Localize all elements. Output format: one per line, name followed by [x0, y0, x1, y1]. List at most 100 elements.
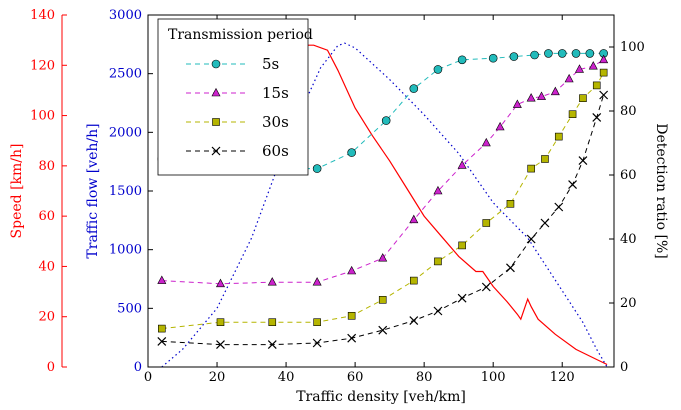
series-30s-point: [313, 318, 321, 327]
series-15s-point: [457, 160, 467, 169]
series-60s-point-stroke: [347, 333, 357, 343]
series-15s-point: [409, 214, 419, 224]
series-60s-point-stroke: [216, 340, 225, 350]
speed-tick-label: 40: [38, 259, 55, 274]
series-5s-point: [557, 49, 567, 58]
x-tick-label: 120: [550, 370, 575, 385]
series-30s-point: [527, 164, 535, 173]
series-60s-point-stroke: [568, 180, 578, 190]
series-60s-point-stroke: [378, 325, 388, 335]
series-5s-line: [161, 52, 604, 170]
series-15s-point: [347, 265, 357, 275]
legend-5s-label: 5s: [262, 55, 279, 73]
series-30s-point: [592, 81, 601, 90]
series-30s-point: [599, 68, 608, 77]
legend-60s-label: 60s: [262, 142, 289, 160]
series-15s-point: [481, 137, 491, 147]
series-60s-point: [409, 316, 419, 326]
plot-axes: 0 20 40 60 80 100 120 Traffic density [veh/km] 0…: [9, 8, 669, 405]
series-60s-point: [457, 293, 467, 303]
series-60s-point-stroke: [481, 282, 491, 292]
x-tick-label: 100: [481, 370, 506, 385]
series-15s-point: [495, 121, 505, 131]
series-60s-point: [506, 263, 515, 273]
series-30s-point: [216, 318, 225, 327]
series-60s-point: [526, 234, 536, 244]
speed-axis-label: Speed [km/h]: [9, 144, 25, 239]
speed-tick-label: 0: [47, 360, 55, 375]
series-60s-point-stroke: [312, 338, 322, 348]
series-15s-point: [550, 86, 560, 96]
x-tick-label: 0: [144, 370, 152, 385]
series-15s-point: [512, 99, 522, 108]
speed-tick-label: 100: [30, 109, 55, 124]
series-60s-point: [312, 338, 322, 348]
series-60s-point: [540, 218, 550, 228]
detection-tick-label: 40: [620, 232, 637, 247]
x-tick-label: 60: [347, 370, 364, 385]
speed-tick-label: 140: [30, 8, 55, 23]
plot-series: [157, 42, 609, 367]
legend-15s-marker: [211, 87, 221, 97]
series-15s-point: [537, 91, 547, 100]
series-30s-point: [378, 295, 387, 304]
x-tick-label: 20: [209, 370, 226, 385]
legend-box: [157, 18, 309, 176]
series-60s-point: [599, 90, 609, 100]
series-30s-point: [347, 311, 356, 320]
series-60s-point-stroke: [457, 293, 467, 303]
series-15s-point: [526, 93, 536, 102]
series-15s-point: [312, 277, 322, 286]
series-15s-point: [215, 278, 225, 288]
series-30s-point: [506, 200, 515, 208]
series-15s-point: [378, 253, 388, 262]
series-60s-point: [157, 336, 167, 346]
series-60s-point: [578, 156, 588, 166]
series-15s-point: [564, 73, 574, 83]
flow-tick-label: 2000: [109, 125, 142, 140]
legend-30s-label: 30s: [262, 113, 289, 131]
series-30s-point: [554, 132, 563, 141]
series-30s-point: [568, 110, 577, 118]
series-30s-point: [541, 155, 549, 163]
series-60s-point: [592, 112, 602, 122]
flow-tick-label: 0: [134, 360, 142, 375]
series-60s-point: [378, 325, 388, 335]
series-15s-point: [157, 275, 167, 284]
series-5s-point: [381, 116, 391, 125]
series-60s-point-stroke: [526, 234, 536, 244]
series-30s-point: [458, 241, 466, 250]
series-60s-point-stroke: [599, 90, 609, 100]
detection-tick-label: 60: [620, 168, 637, 183]
series-30s-point: [158, 324, 166, 333]
series-15s-point: [588, 61, 598, 70]
series-5s-point: [544, 49, 553, 58]
legend-60s-marker-stroke: [211, 146, 221, 156]
flow-tick-label: 2500: [109, 67, 142, 82]
speed-tick-label: 120: [30, 58, 55, 73]
legend-5s-marker: [211, 59, 221, 69]
series-60s-point-stroke: [554, 202, 564, 212]
series-60s-point: [554, 202, 564, 212]
series-60s-point-stroke: [506, 263, 515, 273]
series-60s-point: [267, 340, 277, 350]
series-30s-point: [482, 219, 491, 227]
series-30s-point: [434, 257, 442, 266]
series-5s-point: [312, 164, 322, 173]
legend-30s-marker: [212, 118, 220, 126]
series-5s-point: [347, 148, 356, 157]
series-5s-point: [530, 50, 539, 60]
series-60s-point-stroke: [267, 340, 277, 350]
x-axis-label: Traffic density [veh/km]: [296, 389, 466, 405]
series-60s-point-stroke: [592, 112, 602, 122]
legend-60s-marker: [211, 146, 221, 156]
series-60s-point: [433, 306, 443, 316]
series-60s-point-stroke: [409, 316, 419, 326]
series-5s-point: [433, 65, 443, 74]
series-15s-point: [433, 185, 443, 195]
series-15s-point: [267, 277, 277, 286]
series-5s-point: [571, 49, 581, 58]
series-60s-line: [161, 94, 605, 346]
flow-tick-label: 1500: [109, 184, 142, 199]
detection-axis-label: Detection ratio [%]: [653, 123, 669, 259]
